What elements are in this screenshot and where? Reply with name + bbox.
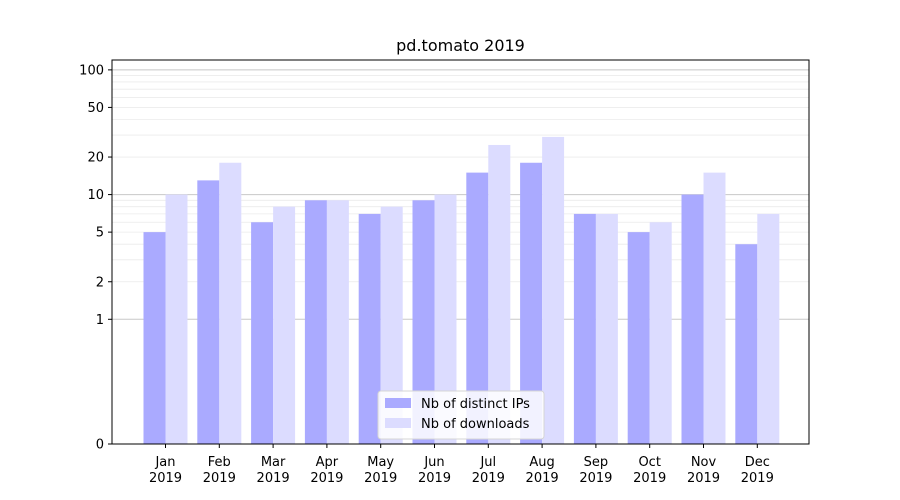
bar-distinct-ips	[466, 172, 489, 444]
bar-distinct-ips	[412, 200, 435, 444]
legend-label: Nb of distinct IPs	[421, 397, 530, 412]
bar-distinct-ips	[143, 232, 166, 444]
legend: Nb of distinct IPs Nb of downloads	[377, 390, 545, 440]
legend-box	[377, 390, 545, 440]
x-axis: Jan 2019 Feb 2019 Mar 2019 Apr 2019 May 2019 Jun 20…	[149, 444, 774, 486]
bar-downloads	[757, 213, 780, 444]
x-tick-label: Jul 2019	[472, 455, 505, 486]
x-tick-label: Nov 2019	[687, 455, 720, 486]
bar-downloads	[703, 172, 726, 444]
legend-swatch	[385, 418, 411, 428]
y-tick-label: 2	[96, 275, 104, 290]
bar-downloads	[434, 194, 457, 444]
y-tick-label: 0	[96, 438, 104, 453]
x-tick-label: Dec 2019	[741, 455, 774, 486]
bar-downloads	[542, 136, 565, 445]
y-tick-label: 5	[96, 226, 104, 241]
x-tick-label: Jun 2019	[418, 455, 451, 486]
x-tick-label: Mar 2019	[257, 455, 290, 486]
bar-downloads	[326, 200, 349, 444]
x-tick-label: Aug 2019	[526, 455, 559, 486]
bar-distinct-ips	[304, 200, 327, 444]
y-axis: 0 1 2 5 10 20 50 100	[79, 63, 112, 453]
y-tick-label: 100	[79, 63, 104, 78]
legend-label: Nb of downloads	[421, 417, 530, 432]
bar-distinct-ips	[573, 213, 596, 444]
bar-downloads	[273, 206, 296, 444]
x-tick-label: May 2019	[364, 455, 397, 486]
x-tick-label: Sep 2019	[579, 455, 612, 486]
x-tick-label: Feb 2019	[203, 455, 236, 486]
bar-downloads	[380, 206, 403, 444]
bar-distinct-ips	[627, 232, 650, 444]
x-tick-label: Jan 2019	[149, 455, 182, 486]
bar-downloads	[165, 194, 188, 444]
bar-distinct-ips	[520, 162, 543, 444]
bar-distinct-ips	[681, 194, 704, 444]
legend-swatch	[385, 398, 411, 408]
y-tick-label: 50	[87, 101, 104, 116]
plot-frame	[111, 59, 810, 445]
bar-distinct-ips	[358, 213, 381, 444]
bar-distinct-ips	[251, 222, 274, 444]
bar-distinct-ips	[197, 180, 220, 444]
bar-downloads	[595, 213, 618, 444]
bars	[143, 136, 780, 445]
bar-downloads	[219, 162, 242, 444]
y-tick-label: 20	[87, 151, 104, 166]
bar-downloads	[488, 144, 511, 445]
bar-downloads	[649, 222, 672, 444]
x-tick-label: Apr 2019	[310, 455, 343, 486]
chart-title: pd.tomato 2019	[396, 36, 525, 55]
y-tick-label: 1	[96, 313, 104, 328]
y-tick-label: 10	[87, 188, 104, 203]
x-tick-label: Oct 2019	[633, 455, 666, 486]
bar-distinct-ips	[735, 244, 758, 444]
